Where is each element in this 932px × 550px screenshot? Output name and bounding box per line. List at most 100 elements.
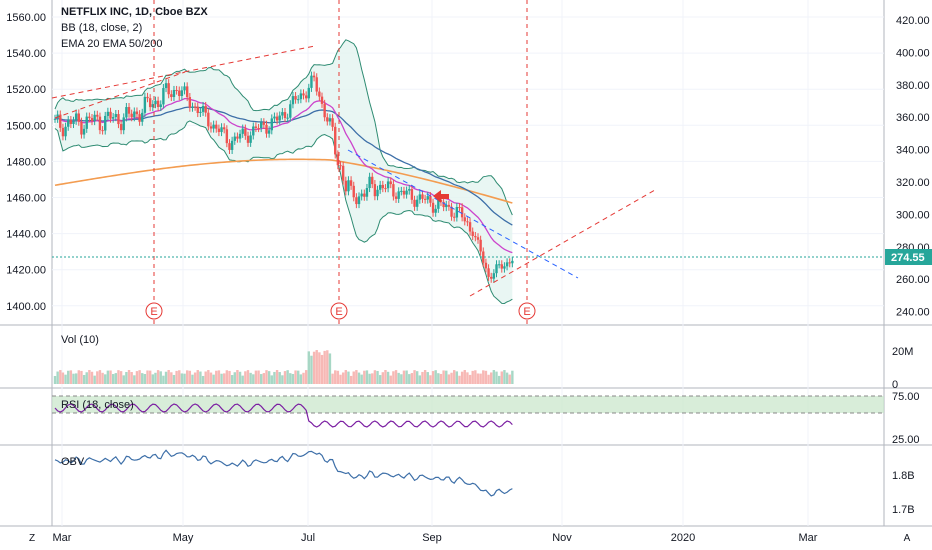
candle-body <box>127 107 131 114</box>
candle-body <box>468 222 472 232</box>
candle-body <box>143 96 147 113</box>
candle-body <box>386 181 390 189</box>
candle-body <box>418 194 422 200</box>
candle-body <box>442 201 445 208</box>
auto-scale-button[interactable]: A <box>904 533 911 544</box>
volume-bar <box>72 373 75 384</box>
volume-bar <box>463 370 466 384</box>
candle-body <box>135 111 139 115</box>
candle-body <box>410 189 414 200</box>
volume-bar <box>283 371 287 384</box>
candle-body <box>463 217 466 222</box>
volume-bar <box>244 371 247 384</box>
volume-bar <box>130 372 133 384</box>
volume-bar <box>492 370 496 384</box>
volume-bar <box>114 373 118 384</box>
time-axis-tick: Nov <box>552 532 572 544</box>
volume-bar <box>104 374 107 384</box>
volume-bar <box>191 374 194 384</box>
candle-body <box>445 204 448 208</box>
volume-bar <box>228 370 231 384</box>
candle-body <box>212 124 215 129</box>
volume-bar <box>423 370 427 384</box>
candle-body <box>117 114 120 125</box>
left-axis-tick: 1440.00 <box>6 229 46 241</box>
candle-body <box>67 120 70 127</box>
volume-bar <box>334 370 337 384</box>
volume-bar <box>119 371 123 384</box>
volume-bar <box>254 370 258 384</box>
earnings-marker-2 <box>330 302 348 320</box>
candle-body <box>178 90 181 97</box>
drawings[interactable] <box>51 0 884 326</box>
candle-body <box>246 135 250 143</box>
volume-bar <box>196 370 199 384</box>
left-price-axis[interactable]: 1560.00 1540.00 1520.00 1500.00 1480.00 1460.… <box>6 12 46 313</box>
volume-bar <box>302 372 305 384</box>
time-axis[interactable]: Mar May Jul Sep Nov 2020 Mar <box>53 532 818 544</box>
candle-body <box>368 176 371 189</box>
time-axis-tick: May <box>173 532 194 544</box>
candle-body <box>101 130 104 132</box>
candle-body <box>310 75 313 88</box>
volume-bar <box>249 372 252 384</box>
candle-body <box>344 180 348 192</box>
earnings-markers[interactable]: E E E <box>145 302 536 320</box>
candle-body <box>125 107 128 118</box>
earnings-marker-3-label: E <box>523 306 530 318</box>
volume-bar <box>368 373 371 384</box>
right-axis-tick: 380.00 <box>896 80 930 92</box>
down-trendline <box>347 149 579 279</box>
candle-body <box>119 124 123 131</box>
volume-bar <box>85 372 88 384</box>
right-axis-tick: 420.00 <box>896 15 930 27</box>
candle-body <box>474 236 477 238</box>
right-price-axis[interactable]: 420.00 400.00 380.00 360.00 340.00 320.00 300.… <box>892 15 930 516</box>
volume-bar <box>500 371 503 384</box>
candle-body <box>363 193 366 197</box>
volume-bar <box>503 370 506 384</box>
candle-body <box>90 118 94 122</box>
volume-bar <box>188 370 192 384</box>
last-price-value: 274.55 <box>891 252 925 264</box>
volume-bar <box>183 373 186 384</box>
volume-bar <box>450 372 453 384</box>
volume-bar <box>318 352 321 384</box>
volume-bar <box>386 371 390 384</box>
time-axis-tick: Sep <box>422 532 442 544</box>
candle-body <box>352 185 355 198</box>
candle-body <box>415 199 419 207</box>
candle-body <box>347 180 350 192</box>
volume-bar <box>360 374 363 384</box>
volume-bar <box>336 370 340 384</box>
candle-body <box>384 188 387 190</box>
volume-bar <box>437 373 440 384</box>
obv-path <box>54 449 513 497</box>
obv-axis-tick: 1.8B <box>892 470 915 482</box>
volume-bar <box>209 372 213 384</box>
volume-bar <box>344 370 348 384</box>
volume-bar <box>262 373 266 384</box>
candle-body <box>447 204 451 207</box>
volume-bar <box>185 370 189 384</box>
right-axis-tick: 340.00 <box>896 145 930 157</box>
volume-bar <box>323 350 326 384</box>
volume-bar <box>122 375 125 384</box>
candle-body <box>278 115 281 121</box>
timezone-button[interactable]: Z <box>29 533 35 544</box>
earnings-marker-1 <box>145 302 163 320</box>
candle-body <box>130 113 133 118</box>
candle-body <box>331 118 334 127</box>
volume-bar <box>352 371 355 384</box>
volume-bar <box>167 370 170 384</box>
volume-bar <box>347 371 350 384</box>
candle-body <box>304 95 308 99</box>
volume-bar <box>220 373 223 384</box>
candle-body <box>122 117 125 131</box>
candle-body <box>275 116 279 121</box>
candle-body <box>215 124 218 129</box>
candle-body <box>408 189 411 191</box>
candle-body <box>162 88 165 105</box>
candle-body <box>64 126 67 137</box>
